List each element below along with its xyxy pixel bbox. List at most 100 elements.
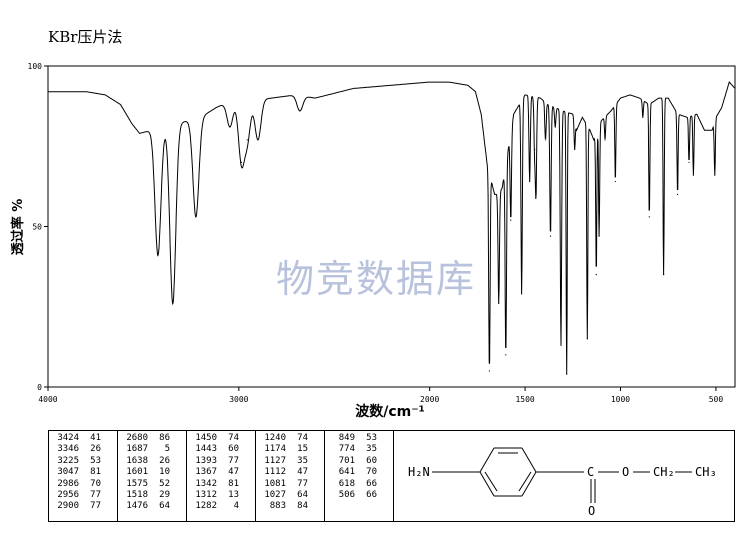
y-tick-label: 0 bbox=[37, 383, 42, 392]
peak-transmittance: 77 bbox=[90, 501, 101, 512]
peak-row: 1687 5 bbox=[118, 444, 186, 455]
peak-wavenumber: 774 bbox=[338, 444, 355, 455]
peak-table-column: 3424 41 3346 26 3225 53 3047 81 2986 70 2956 77 2900… bbox=[49, 431, 118, 521]
peak-row: 1081 77 bbox=[256, 479, 324, 490]
chart-ticks: 4000 3000 2000 1500 1000 500 0 50 100 bbox=[28, 62, 724, 404]
transmittance-series-line bbox=[48, 81, 736, 375]
peak-row: 1282 4 bbox=[187, 501, 255, 512]
peak-row: 1342 81 bbox=[187, 479, 255, 490]
peak-wavenumber: 3346 bbox=[57, 444, 79, 455]
carbonyl-oxygen-label: O bbox=[588, 504, 595, 518]
bond bbox=[484, 471, 498, 492]
peak-point-2680 bbox=[299, 110, 301, 112]
bond bbox=[518, 471, 532, 492]
y-tick-label: 100 bbox=[28, 62, 43, 71]
peak-row: 1127 35 bbox=[256, 456, 324, 467]
peak-point-1393 bbox=[544, 139, 547, 141]
peak-point-1476 bbox=[529, 180, 531, 183]
peak-transmittance: 77 bbox=[228, 455, 239, 466]
peak-row: 701 60 bbox=[325, 456, 393, 467]
y-tick-label: 50 bbox=[32, 223, 42, 232]
peak-transmittance: 35 bbox=[297, 455, 308, 466]
peak-table-column: 1450 74 1443 60 1393 77 1367 47 1342 81 1312 13 1282… bbox=[187, 431, 256, 521]
peak-wavenumber: 1450 bbox=[195, 433, 217, 443]
peak-table-column: 1240 74 1174 15 1127 35 1112 47 1081 77 1027 64 883 8… bbox=[256, 431, 325, 521]
peak-transmittance: 70 bbox=[366, 467, 377, 478]
peak-point-1240 bbox=[574, 148, 576, 151]
peak-point-849 bbox=[648, 216, 650, 218]
peak-transmittance: 35 bbox=[366, 444, 377, 455]
peak-wavenumber: 3047 bbox=[57, 467, 79, 478]
peak-point-2956 bbox=[246, 139, 248, 141]
bond bbox=[479, 447, 495, 473]
peak-row: 1450 74 bbox=[187, 433, 255, 444]
peak-point-506 bbox=[714, 174, 716, 176]
peak-wavenumber: 506 bbox=[338, 490, 355, 501]
peak-row: 3424 41 bbox=[49, 433, 117, 444]
peak-point-1575 bbox=[510, 219, 512, 221]
peak-transmittance: 5 bbox=[164, 444, 170, 455]
peak-wavenumber: 701 bbox=[338, 455, 355, 466]
peak-point-1601 bbox=[505, 354, 507, 356]
peak-row: 2900 77 bbox=[49, 501, 117, 512]
peak-point-641 bbox=[688, 161, 690, 163]
peak-transmittance: 53 bbox=[366, 433, 377, 443]
peak-transmittance: 15 bbox=[297, 444, 308, 455]
amine-group-label: H₂N bbox=[408, 465, 430, 479]
peak-point-3225 bbox=[195, 216, 197, 218]
peak-transmittance: 77 bbox=[90, 490, 101, 501]
methyl-label: CH₃ bbox=[695, 465, 717, 479]
peak-transmittance: 66 bbox=[366, 490, 377, 501]
peak-wavenumber: 2956 bbox=[57, 490, 79, 501]
peak-wavenumber: 1476 bbox=[126, 501, 148, 512]
peak-wavenumber: 3225 bbox=[57, 455, 79, 466]
peak-transmittance: 60 bbox=[228, 444, 239, 455]
peak-point-1367 bbox=[549, 235, 552, 237]
peak-row: 1601 10 bbox=[118, 467, 186, 478]
peak-transmittance: 66 bbox=[366, 478, 377, 489]
peak-marks bbox=[157, 110, 716, 375]
peak-transmittance: 26 bbox=[90, 444, 101, 455]
peak-row: 849 53 bbox=[325, 433, 393, 444]
peak-point-3346 bbox=[172, 302, 174, 305]
peak-wavenumber: 849 bbox=[338, 433, 355, 443]
peak-row: 2680 86 bbox=[118, 433, 186, 444]
peak-transmittance: 84 bbox=[297, 501, 308, 512]
peak-point-1127 bbox=[595, 274, 597, 276]
peak-wavenumber: 3424 bbox=[57, 433, 79, 443]
peak-wavenumber: 1081 bbox=[264, 478, 286, 489]
x-tick-label: 3000 bbox=[229, 395, 248, 404]
x-tick-label: 1000 bbox=[611, 395, 630, 404]
peak-transmittance: 13 bbox=[228, 490, 239, 501]
chart-axes bbox=[47, 65, 736, 388]
peak-wavenumber: 2900 bbox=[57, 501, 79, 512]
peak-wavenumber: 1342 bbox=[195, 478, 217, 489]
peak-row: 1638 26 bbox=[118, 456, 186, 467]
peak-point-1174 bbox=[586, 338, 588, 340]
chart-title: KBr压片法 bbox=[48, 28, 123, 46]
bond bbox=[521, 471, 537, 497]
peak-transmittance: 47 bbox=[297, 467, 308, 478]
ir-spectrum-chart: 4000 3000 2000 1500 1000 500 0 50 100 波数/cm⁻¹ 透过… bbox=[10, 62, 736, 420]
peak-wavenumber: 1174 bbox=[264, 444, 286, 455]
peak-row: 1240 74 bbox=[256, 433, 324, 444]
peak-transmittance: 74 bbox=[228, 433, 239, 443]
peak-transmittance: 86 bbox=[159, 433, 170, 443]
peak-transmittance: 52 bbox=[159, 478, 170, 489]
peak-transmittance: 47 bbox=[228, 467, 239, 478]
peak-transmittance: 64 bbox=[297, 490, 308, 501]
peak-point-1638 bbox=[498, 302, 500, 305]
carbonyl-carbon-label: C bbox=[587, 465, 594, 479]
bond bbox=[521, 447, 537, 473]
peak-row: 3225 53 bbox=[49, 456, 117, 467]
peak-transmittance: 60 bbox=[366, 455, 377, 466]
peak-wavenumber: 1312 bbox=[195, 490, 217, 501]
peak-row: 1393 77 bbox=[187, 456, 255, 467]
peak-row: 3047 81 bbox=[49, 467, 117, 478]
peak-transmittance: 81 bbox=[228, 478, 239, 489]
peak-point-2986 bbox=[240, 161, 243, 163]
peak-row: 641 70 bbox=[325, 467, 393, 478]
peak-point-1112 bbox=[598, 235, 600, 237]
peak-wavenumber: 1027 bbox=[264, 490, 286, 501]
peak-wavenumber: 1282 bbox=[195, 501, 217, 512]
